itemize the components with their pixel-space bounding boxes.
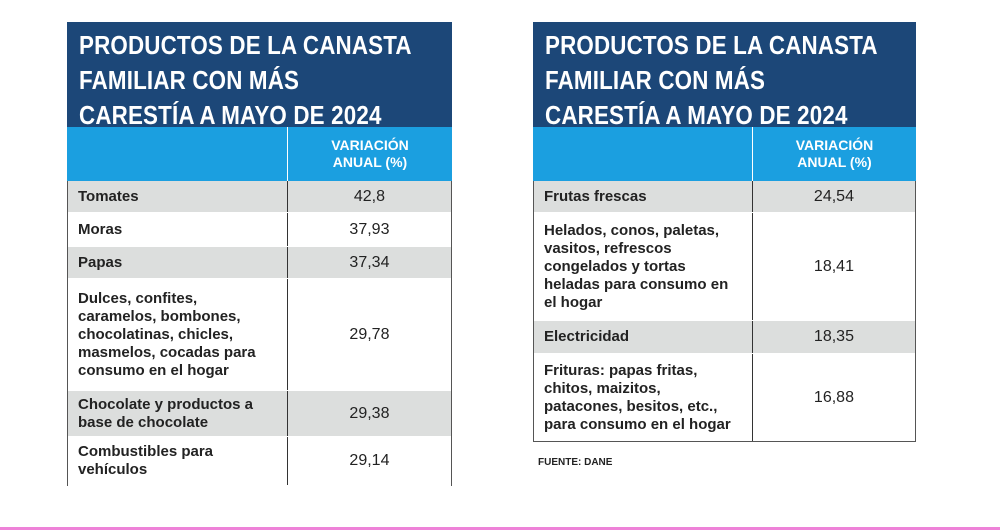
product-cell: Electricidad [534,321,753,353]
title-line: PRODUCTOS DE LA CANASTA [545,30,878,60]
table-row: Chocolate y productos a base de chocolat… [68,391,451,437]
product-cell: Moras [68,213,288,246]
product-cell: Chocolate y productos a base de chocolat… [68,391,288,436]
value-cell: 37,34 [349,253,390,271]
table-row: Helados, conos, paletas, vasitos, refres… [534,213,915,321]
table-left: PRODUCTOS DE LA CANASTA FAMILIAR CON MÁS… [67,22,452,486]
table-title: PRODUCTOS DE LA CANASTA FAMILIAR CON MÁS… [533,22,916,130]
value-cell: 24,54 [813,187,854,205]
header-variacion: VARIACIÓN ANUAL (%) [331,137,409,170]
value-cell: 37,93 [349,220,390,238]
table-row: Frituras: papas fritas, chitos, maizitos… [534,354,915,441]
table-right: PRODUCTOS DE LA CANASTA FAMILIAR CON MÁS… [533,22,916,442]
value-cell: 18,41 [813,257,854,275]
table-title: PRODUCTOS DE LA CANASTA FAMILIAR CON MÁS… [67,22,452,130]
value-cell: 18,35 [813,328,854,345]
accent-line [0,527,1000,530]
value-cell: 42,8 [353,187,386,205]
table-header: VARIACIÓN ANUAL (%) [533,127,916,181]
title-line: FAMILIAR CON MÁS [545,65,766,95]
table-row: Tomates 42,8 [68,181,451,213]
table-row: Frutas frescas 24,54 [534,181,915,213]
table-row: Papas 37,34 [68,247,451,279]
table-row: Combustibles para vehículos 29,14 [68,437,451,486]
product-cell: Frutas frescas [534,181,753,212]
value-cell: 29,78 [349,325,390,343]
header-variacion: VARIACIÓN ANUAL (%) [795,137,874,170]
product-cell: Dulces, confites, caramelos, bombones, c… [68,279,288,390]
source-note: FUENTE: DANE [538,457,613,468]
table-row: Moras 37,93 [68,213,451,247]
title-line: PRODUCTOS DE LA CANASTA [79,30,412,60]
title-line: FAMILIAR CON MÁS [79,65,300,95]
title-line: CARESTÍA A MAYO DE 2024 [79,100,382,130]
value-cell: 29,38 [349,404,390,422]
product-cell: Tomates [68,181,288,212]
product-cell: Papas [68,247,288,278]
product-cell: Helados, conos, paletas, vasitos, refres… [534,213,753,320]
table-row: Dulces, confites, caramelos, bombones, c… [68,279,451,391]
product-cell: Frituras: papas fritas, chitos, maizitos… [534,354,753,441]
header-blank [533,127,753,181]
product-cell: Combustibles para vehículos [68,437,288,485]
value-cell: 16,88 [813,388,854,406]
table-row: Electricidad 18,35 [534,321,915,354]
table-header: VARIACIÓN ANUAL (%) [67,127,452,181]
title-line: CARESTÍA A MAYO DE 2024 [545,100,848,130]
header-blank [67,127,288,181]
value-cell: 29,14 [349,452,390,469]
